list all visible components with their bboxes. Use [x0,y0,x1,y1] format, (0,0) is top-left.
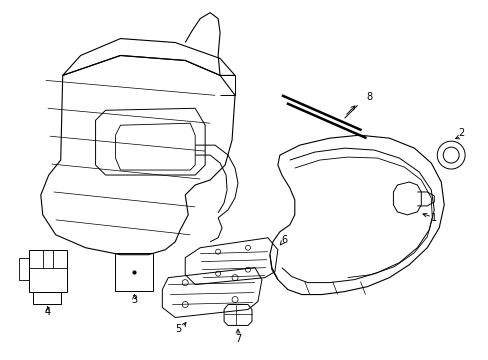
Text: 7: 7 [234,334,241,345]
Bar [19,258,29,280]
Bar [29,250,66,292]
Text: 2: 2 [457,128,463,138]
Text: 5: 5 [175,324,181,334]
Bar [115,253,153,291]
Bar [33,292,61,303]
Text: 4: 4 [44,307,51,318]
Text: 8: 8 [366,92,372,102]
Text: 1: 1 [430,213,436,223]
Text: 3: 3 [131,294,137,305]
Text: 6: 6 [281,235,287,245]
